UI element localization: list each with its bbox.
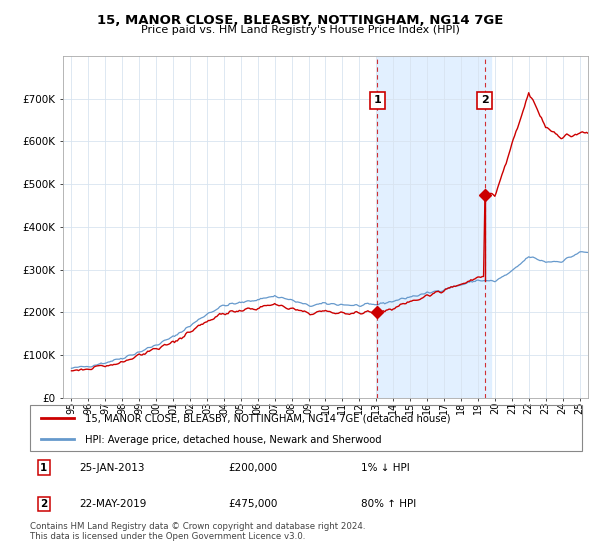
Text: 1: 1 <box>374 95 382 105</box>
Text: £200,000: £200,000 <box>229 463 278 473</box>
Text: 15, MANOR CLOSE, BLEASBY, NOTTINGHAM, NG14 7GE (detached house): 15, MANOR CLOSE, BLEASBY, NOTTINGHAM, NG… <box>85 414 451 424</box>
Text: Price paid vs. HM Land Registry's House Price Index (HPI): Price paid vs. HM Land Registry's House … <box>140 25 460 35</box>
Text: 1: 1 <box>40 463 47 473</box>
Text: 1% ↓ HPI: 1% ↓ HPI <box>361 463 410 473</box>
Text: 2: 2 <box>40 499 47 509</box>
Text: HPI: Average price, detached house, Newark and Sherwood: HPI: Average price, detached house, Newa… <box>85 435 382 445</box>
Text: 25-JAN-2013: 25-JAN-2013 <box>80 463 145 473</box>
Text: 15, MANOR CLOSE, BLEASBY, NOTTINGHAM, NG14 7GE: 15, MANOR CLOSE, BLEASBY, NOTTINGHAM, NG… <box>97 14 503 27</box>
Text: 22-MAY-2019: 22-MAY-2019 <box>80 499 147 509</box>
Text: 2: 2 <box>481 95 488 105</box>
Text: Contains HM Land Registry data © Crown copyright and database right 2024.
This d: Contains HM Land Registry data © Crown c… <box>30 522 365 542</box>
Text: 80% ↑ HPI: 80% ↑ HPI <box>361 499 416 509</box>
Text: £475,000: £475,000 <box>229 499 278 509</box>
Bar <box>377 56 491 398</box>
